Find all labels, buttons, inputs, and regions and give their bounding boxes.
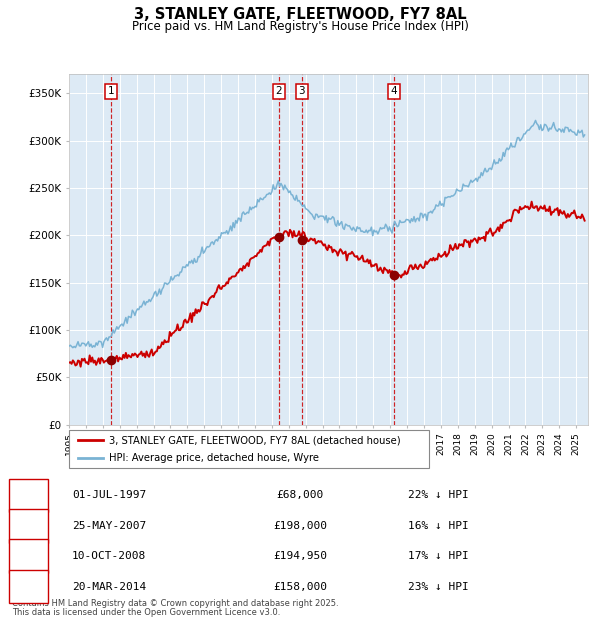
- Text: £198,000: £198,000: [273, 521, 327, 531]
- Text: 3: 3: [299, 86, 305, 97]
- Text: 20-MAR-2014: 20-MAR-2014: [72, 582, 146, 591]
- FancyBboxPatch shape: [69, 430, 429, 468]
- Text: This data is licensed under the Open Government Licence v3.0.: This data is licensed under the Open Gov…: [12, 608, 280, 617]
- Text: 3, STANLEY GATE, FLEETWOOD, FY7 8AL: 3, STANLEY GATE, FLEETWOOD, FY7 8AL: [134, 7, 466, 22]
- Text: 3: 3: [25, 550, 32, 562]
- Text: Contains HM Land Registry data © Crown copyright and database right 2025.: Contains HM Land Registry data © Crown c…: [12, 600, 338, 608]
- Text: 1: 1: [108, 86, 115, 97]
- Text: 17% ↓ HPI: 17% ↓ HPI: [408, 551, 469, 561]
- Text: 1: 1: [25, 489, 32, 502]
- Text: 01-JUL-1997: 01-JUL-1997: [72, 490, 146, 500]
- Text: Price paid vs. HM Land Registry's House Price Index (HPI): Price paid vs. HM Land Registry's House …: [131, 20, 469, 33]
- Text: £68,000: £68,000: [277, 490, 323, 500]
- Text: HPI: Average price, detached house, Wyre: HPI: Average price, detached house, Wyre: [109, 453, 319, 464]
- Text: 25-MAY-2007: 25-MAY-2007: [72, 521, 146, 531]
- Text: 3, STANLEY GATE, FLEETWOOD, FY7 8AL (detached house): 3, STANLEY GATE, FLEETWOOD, FY7 8AL (det…: [109, 435, 400, 445]
- Text: 2: 2: [25, 520, 32, 532]
- Text: 10-OCT-2008: 10-OCT-2008: [72, 551, 146, 561]
- Text: 2: 2: [275, 86, 282, 97]
- Text: 4: 4: [391, 86, 397, 97]
- Text: 16% ↓ HPI: 16% ↓ HPI: [408, 521, 469, 531]
- Text: £158,000: £158,000: [273, 582, 327, 591]
- Text: 4: 4: [25, 580, 32, 593]
- Text: 23% ↓ HPI: 23% ↓ HPI: [408, 582, 469, 591]
- Text: 22% ↓ HPI: 22% ↓ HPI: [408, 490, 469, 500]
- Text: £194,950: £194,950: [273, 551, 327, 561]
